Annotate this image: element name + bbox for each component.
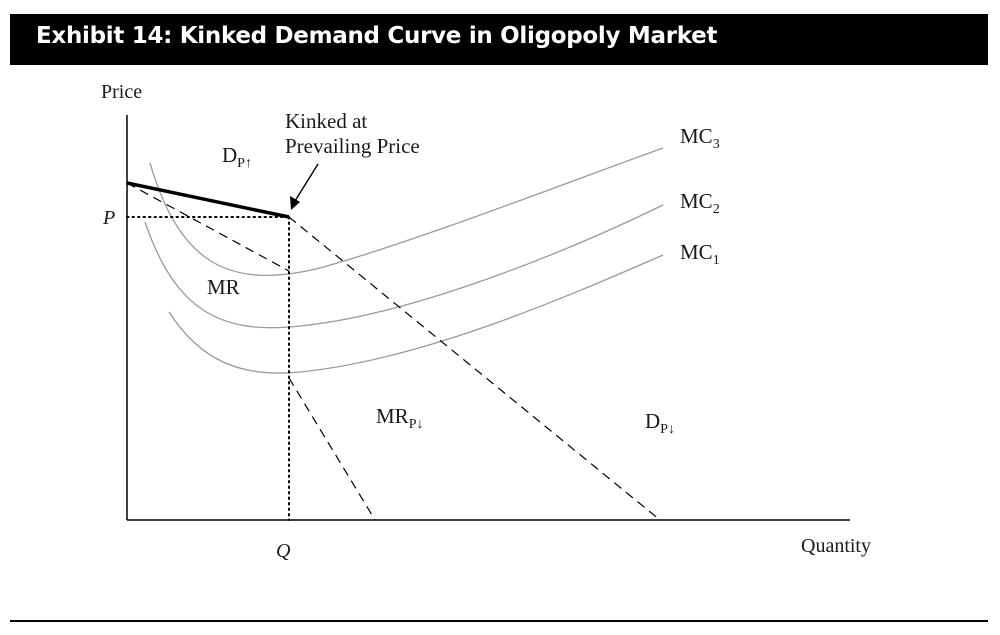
q-tick-label: Q <box>276 540 291 562</box>
d-down-label: DP↓ <box>645 409 675 437</box>
mc1-label: MC1 <box>680 240 720 268</box>
mr-label: MR <box>207 275 240 299</box>
mc1-curve <box>168 254 664 374</box>
mr-lower-line <box>288 377 376 521</box>
x-axis-label: Quantity <box>801 535 871 557</box>
mc2-label: MC2 <box>680 189 720 217</box>
mc3-curve <box>149 147 664 276</box>
annotation-line-1: Kinked at <box>285 109 367 133</box>
demand-below-kink <box>288 216 661 521</box>
demand-above-kink <box>126 181 290 219</box>
kink-arrow-shaft <box>294 163 319 202</box>
d-up-label: DP↑ <box>222 143 252 171</box>
mc3-label: MC3 <box>680 124 720 152</box>
p-tick-label: P <box>102 207 115 229</box>
bottom-rule <box>10 620 988 622</box>
mc2-curve <box>144 204 664 329</box>
annotation-line-2: Prevailing Price <box>285 134 420 158</box>
mr-upper-line <box>126 182 290 272</box>
mr-down-label: MRP↓ <box>376 404 423 432</box>
exhibit-title: Exhibit 14: Kinked Demand Curve in Oligo… <box>36 23 718 49</box>
kink-arrow-head <box>290 196 300 210</box>
y-axis-label: Price <box>101 81 142 103</box>
title-bar: Exhibit 14: Kinked Demand Curve in Oligo… <box>10 14 988 65</box>
